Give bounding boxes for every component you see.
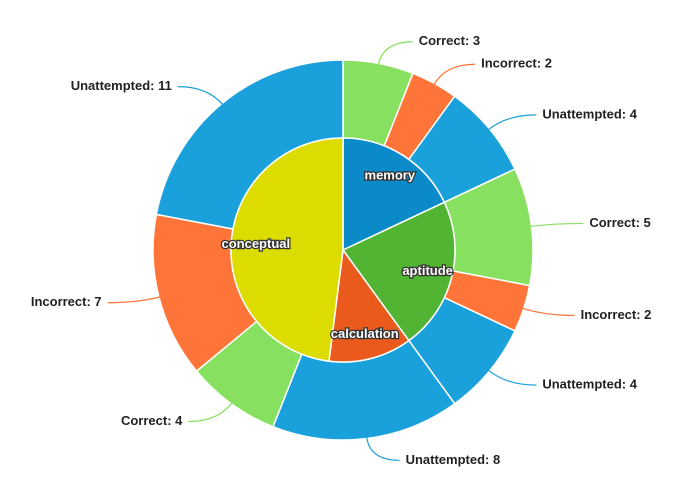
inner-slice: [342, 137, 446, 252]
leader-line: [521, 307, 575, 317]
slice-label: Incorrect: 2: [581, 307, 652, 322]
leader-line: [365, 436, 400, 461]
leader-line: [377, 41, 413, 66]
slice-label: Unattempted: 4: [542, 377, 637, 392]
slice-label: Correct: 4: [121, 413, 183, 428]
slice-label: Unattempted: 11: [71, 78, 172, 93]
slice-label: Correct: 3: [419, 33, 480, 48]
inner-slice: [328, 248, 410, 363]
inner-slice: [230, 137, 344, 362]
leader-line: [177, 86, 224, 106]
inner-label: aptitude: [402, 263, 453, 278]
leader-line: [433, 63, 476, 86]
leader-line: [188, 401, 233, 423]
slice-label: Unattempted: 4: [542, 106, 637, 121]
inner-slice: [341, 201, 456, 342]
leader-line: [487, 369, 537, 386]
leader-line: [529, 222, 584, 228]
slice-label: Correct: 5: [589, 215, 650, 230]
inner-label: conceptual: [221, 236, 290, 251]
leader-line: [487, 114, 537, 131]
leader-line: [107, 296, 162, 304]
inner-label: calculation: [331, 326, 399, 341]
slice-label: Unattempted: 8: [406, 452, 501, 467]
slice-label: Incorrect: 7: [31, 294, 102, 309]
inner-label: memory: [365, 168, 416, 183]
slice-label: Incorrect: 2: [481, 56, 552, 71]
